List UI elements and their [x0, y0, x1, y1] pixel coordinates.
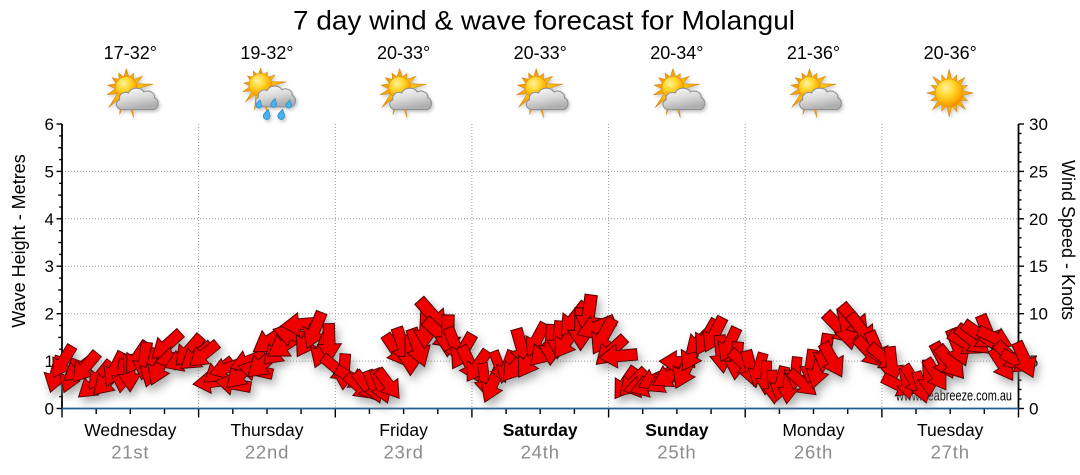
svg-text:4: 4 — [45, 210, 54, 229]
svg-text:15: 15 — [1029, 257, 1048, 276]
svg-text:0: 0 — [1029, 400, 1038, 419]
svg-text:Wednesday: Wednesday — [84, 420, 176, 440]
svg-text:3: 3 — [45, 257, 54, 276]
svg-text:7 day wind & wave forecast for: 7 day wind & wave forecast for Molangul — [293, 6, 795, 36]
svg-text:2: 2 — [45, 305, 54, 324]
svg-text:19-32°: 19-32° — [240, 43, 293, 63]
svg-text:20-36°: 20-36° — [924, 43, 977, 63]
svg-text:Thursday: Thursday — [231, 420, 304, 440]
svg-text:17-32°: 17-32° — [104, 43, 157, 63]
svg-text:20-33°: 20-33° — [377, 43, 430, 63]
svg-text:Wave Height - Metres: Wave Height - Metres — [9, 154, 29, 327]
svg-text:26th: 26th — [794, 442, 833, 463]
svg-text:30: 30 — [1029, 115, 1048, 134]
svg-text:Sunday: Sunday — [645, 420, 708, 440]
svg-text:21-36°: 21-36° — [787, 43, 840, 63]
svg-text:20-34°: 20-34° — [650, 43, 703, 63]
svg-text:20: 20 — [1029, 210, 1048, 229]
svg-text:21st: 21st — [111, 442, 149, 463]
svg-text:Wind Speed - Knots: Wind Speed - Knots — [1058, 160, 1078, 320]
svg-text:10: 10 — [1029, 305, 1048, 324]
svg-text:25: 25 — [1029, 162, 1048, 181]
svg-text:Saturday: Saturday — [503, 420, 578, 440]
svg-text:20-33°: 20-33° — [514, 43, 567, 63]
svg-text:25th: 25th — [657, 442, 696, 463]
svg-text:0: 0 — [45, 400, 54, 419]
svg-text:Friday: Friday — [379, 420, 428, 440]
svg-text:23rd: 23rd — [383, 442, 423, 463]
svg-text:Tuesday: Tuesday — [917, 420, 984, 440]
svg-text:27th: 27th — [931, 442, 970, 463]
svg-text:1: 1 — [45, 352, 54, 371]
svg-text:6: 6 — [45, 115, 54, 134]
svg-text:Monday: Monday — [782, 420, 845, 440]
svg-text:5: 5 — [45, 162, 54, 181]
svg-text:24th: 24th — [521, 442, 560, 463]
svg-text:22nd: 22nd — [245, 442, 289, 463]
